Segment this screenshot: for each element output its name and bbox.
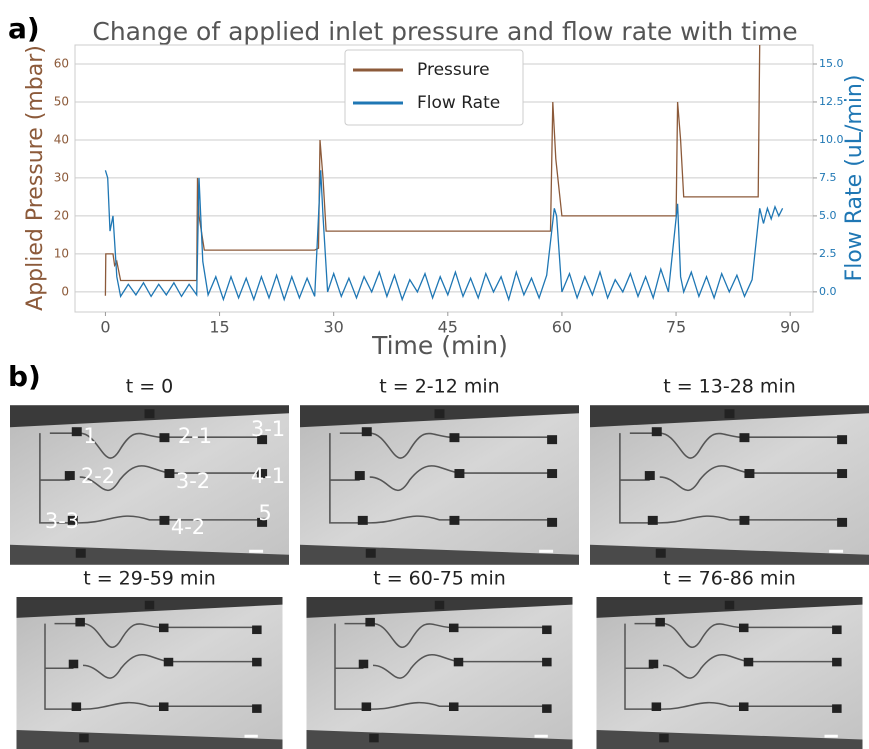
y2-tick-label: 2.5 (819, 247, 837, 260)
y-tick-label: 40 (54, 132, 69, 146)
legend-label: Flow Rate (417, 93, 500, 113)
channel-label: 5 (258, 501, 271, 525)
data-line (104, 44, 761, 296)
photo-title: t = 60-75 min (373, 568, 506, 590)
plot-frame (74, 44, 814, 313)
chart-title: Change of applied inlet pressure and flo… (92, 17, 797, 46)
channel-label: 2-2 (81, 464, 115, 488)
y-tick-label: 10 (54, 246, 69, 260)
y-tick-label: 50 (54, 94, 69, 108)
data-line (104, 170, 784, 302)
y-axis-label: Applied Pressure (mbar) (23, 45, 48, 311)
x-tick-label: 0 (100, 318, 110, 337)
y-tick-label: 60 (54, 56, 69, 70)
x-tick-label: 60 (552, 318, 572, 337)
y2-tick-label: 15.0 (819, 57, 844, 70)
channel-label: 4-2 (171, 515, 205, 539)
y-tick-label: 20 (54, 208, 69, 222)
photo (15, 597, 284, 749)
y-tick-label: 30 (54, 170, 69, 184)
y2-tick-label: 0.0 (819, 285, 837, 298)
x-tick-label: 15 (209, 318, 229, 337)
photo (300, 405, 579, 565)
y-tick-label: 0 (61, 284, 69, 298)
photo-title: t = 76-86 min (663, 568, 796, 590)
channel-label: 4-1 (251, 464, 285, 488)
x-tick-label: 75 (666, 318, 686, 337)
channel-label: 1 (83, 424, 96, 448)
y2-tick-label: 7.5 (819, 171, 837, 184)
x-tick-label: 45 (438, 318, 458, 337)
photo (305, 597, 574, 749)
photo-title: t = 29-59 min (83, 568, 216, 590)
channel-label: 2-1 (178, 424, 212, 448)
x-axis-label: Time (min) (371, 331, 508, 360)
channel-label: 3-2 (176, 469, 210, 493)
photo (595, 597, 864, 749)
channel-label: 3-3 (45, 509, 79, 533)
channel-label: 3-1 (251, 417, 285, 441)
y2-tick-label: 5.0 (819, 209, 837, 222)
x-tick-label: 30 (324, 318, 344, 337)
photo-title: t = 0 (126, 376, 174, 398)
photo-title: t = 2-12 min (379, 376, 499, 398)
photo (10, 405, 289, 565)
y2-tick-label: 10.0 (819, 133, 844, 146)
y2-tick-label: 12.5 (819, 95, 844, 108)
x-tick-label: 90 (780, 318, 800, 337)
panel-label: b) (8, 360, 41, 393)
photo (590, 405, 869, 565)
panel-label: a) (8, 12, 40, 45)
photo-title: t = 13-28 min (663, 376, 796, 398)
legend-label: Pressure (417, 60, 490, 80)
y2-axis-label: Flow Rate (uL/min) (842, 75, 867, 282)
